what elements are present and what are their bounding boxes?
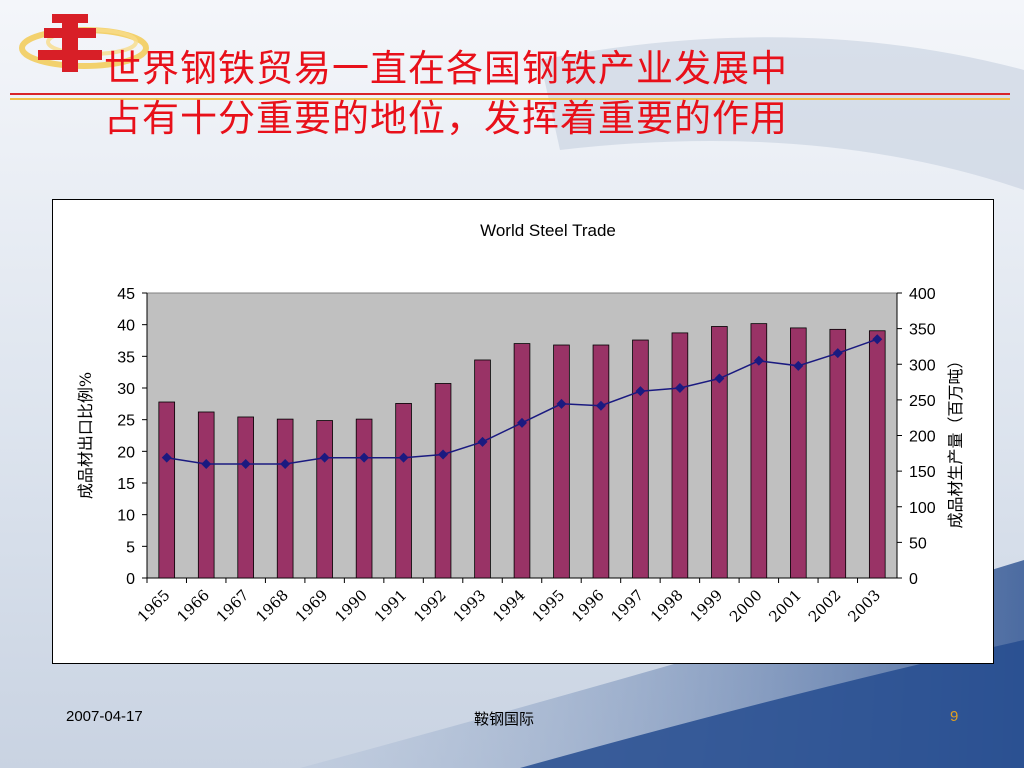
x-tick-label-1965: 1965	[134, 586, 174, 626]
line-point-1968	[280, 459, 291, 469]
x-tick-label-1991: 1991	[371, 586, 411, 626]
x-tick-label-1969: 1969	[292, 586, 332, 626]
bar-1998	[671, 332, 689, 579]
x-tick-label-1993: 1993	[450, 586, 490, 626]
bar-1995	[553, 344, 570, 579]
bar-2002	[829, 328, 847, 579]
line-point-1990	[359, 452, 370, 463]
line-point-2002	[832, 348, 843, 359]
line-point-1992	[438, 449, 449, 460]
bar-1994	[513, 343, 531, 579]
bar-1992	[434, 383, 452, 579]
y-tick-label: 35	[117, 349, 135, 366]
bar-1997	[632, 339, 649, 579]
y2-tick-label: 350	[909, 322, 936, 339]
x-tick-label-1994: 1994	[489, 586, 529, 626]
y-axis-title: 成品材出口比例%	[76, 372, 95, 499]
line-point-1996	[595, 400, 606, 411]
line-point-1994	[517, 417, 527, 428]
line-point-2001	[793, 360, 804, 371]
bar-1968	[276, 418, 294, 579]
x-tick-label-2000: 2000	[726, 586, 766, 626]
bar-2000	[750, 323, 768, 579]
combo-chart: World Steel Trade 0 5 10 15 20 25 30 35 40 45 0 50 10…	[76, 221, 965, 626]
steel-logo-icon	[19, 14, 149, 72]
bar-1965	[158, 401, 176, 579]
x-tick-label-1992: 1992	[410, 586, 450, 626]
x-tick-label-1998: 1998	[647, 586, 687, 626]
bar-1991	[395, 403, 412, 579]
line-point-1993	[477, 436, 488, 447]
y-tick-label: 30	[117, 381, 135, 398]
title-line-1: 世界钢铁贸易一直在各国钢铁产业发展中	[104, 47, 788, 90]
bar-1966	[197, 411, 215, 579]
line-point-1998	[674, 383, 685, 393]
x-tick-label-1996: 1996	[568, 586, 608, 626]
y2-tick-label: 0	[909, 571, 918, 588]
bar-1993	[474, 359, 491, 579]
line-point-2003	[872, 334, 883, 345]
footer-company: 鞍钢国际	[474, 710, 535, 728]
y2-axis-title: 成品材生产量（百万吨）	[946, 352, 965, 528]
line-point-1965	[161, 452, 172, 463]
y-tick-label: 25	[117, 413, 135, 430]
y-tick-label: 20	[117, 444, 135, 461]
line-point-1995	[556, 398, 567, 409]
y2-tick-label: 250	[909, 393, 936, 410]
x-tick-label-2002: 2002	[805, 586, 845, 626]
y-tick-label: 5	[126, 539, 135, 556]
bar-1996	[592, 344, 610, 579]
y2-tick-label: 150	[909, 464, 936, 481]
line-point-1967	[240, 459, 251, 469]
x-tick-label-1995: 1995	[529, 586, 569, 626]
x-tick-label-1966: 1966	[173, 586, 213, 626]
x-tick-label-1968: 1968	[252, 586, 292, 626]
line-point-2000	[753, 355, 764, 366]
slide-title: 世界钢铁贸易一直在各国钢铁产业发展中 占有十分重要的地位，发挥着重要的作用	[104, 44, 1004, 144]
x-tick-label-2001: 2001	[765, 586, 805, 626]
y-tick-label: 10	[117, 508, 135, 525]
y2-tick-label: 50	[909, 535, 927, 552]
title-line-2: 占有十分重要的地位，发挥着重要的作用	[104, 97, 788, 140]
chart-frame: World Steel Trade 0 5 10 15 20 25 30 35 40 45 0 50 10…	[52, 199, 994, 664]
line-point-1999	[714, 373, 725, 384]
x-tick-label-1967: 1967	[213, 586, 253, 626]
y-tick-label: 40	[117, 318, 135, 335]
y-tick-label: 15	[117, 476, 135, 493]
bar-1967	[237, 416, 254, 579]
bar-1990	[355, 418, 373, 579]
y-tick-label: 45	[117, 286, 135, 303]
y2-tick-label: 100	[909, 500, 936, 517]
bar-1999	[711, 326, 728, 579]
y2-tick-label: 200	[909, 429, 936, 446]
line-point-1991	[398, 452, 409, 463]
bar-2001	[790, 327, 807, 579]
footer-date: 2007-04-17	[66, 708, 143, 725]
bar-2003	[868, 330, 886, 579]
line-point-1966	[201, 459, 212, 469]
page-number: 9	[950, 708, 959, 725]
x-tick-label-1999: 1999	[686, 586, 726, 626]
bar-1969	[316, 420, 333, 579]
y2-tick-label: 400	[909, 286, 936, 303]
line-point-1997	[635, 386, 646, 397]
y2-tick-label: 300	[909, 357, 936, 374]
x-tick-label-2003: 2003	[844, 586, 884, 626]
line-point-1969	[319, 452, 330, 463]
x-tick-label-1997: 1997	[608, 586, 648, 626]
y-tick-label: 0	[126, 571, 135, 588]
chart-title: World Steel Trade	[480, 221, 616, 240]
x-tick-label-1990: 1990	[331, 586, 371, 626]
